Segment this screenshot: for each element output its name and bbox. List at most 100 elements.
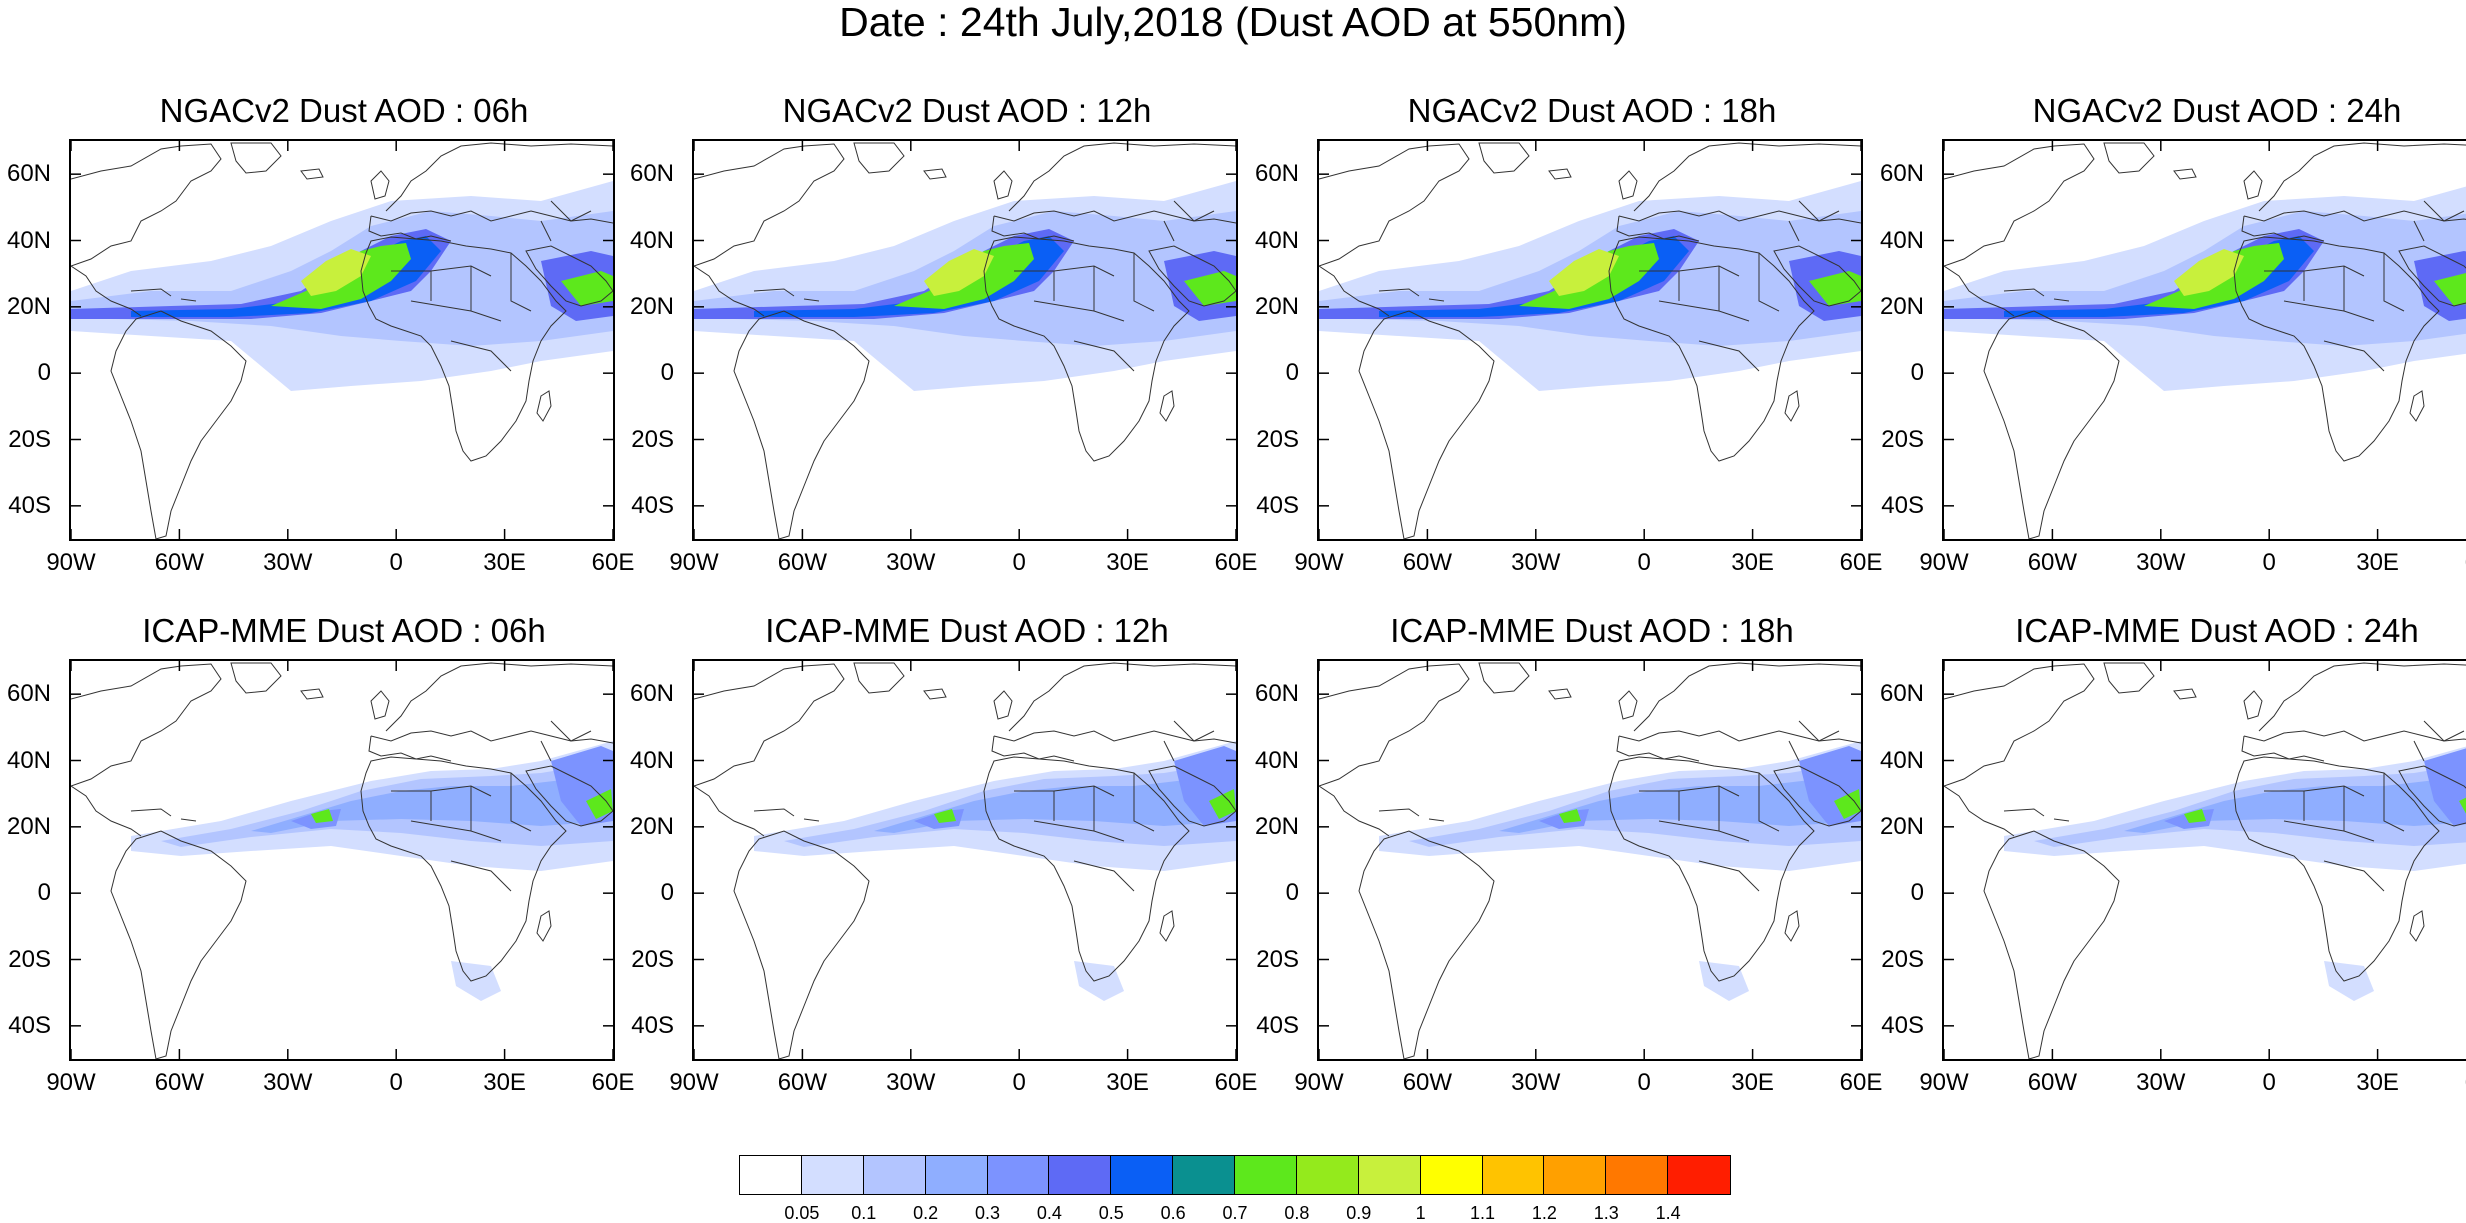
map-frame: 60N 40N 20N 0 20S 40S 90W 60W 30W 0 30E 60E [1880,139,2466,575]
lon-tick-label: 0 [1012,1069,1026,1096]
lon-tick-label: 0 [1012,549,1026,576]
lat-tick-label: 40S [631,491,674,519]
lon-tick-label: 30W [1511,1069,1561,1096]
aod-contour-2 [874,779,1236,833]
lon-tick-label: 30E [483,1069,526,1096]
lat-tick-label: 20S [631,945,674,973]
panel-title: ICAP-MME Dust AOD : 06h [142,612,546,649]
lon-tick-label: 30W [263,1069,313,1096]
dust-aod-field [1379,741,1861,1001]
colorbar-label: 0.8 [1284,1203,1310,1223]
lon-tick-label: 60E [2446,551,2466,575]
dust-aod-field [2004,746,2466,1001]
lat-tick-label: 0 [660,359,674,387]
map-canvas [71,661,613,1059]
lat-tick-label: 20N [1254,812,1299,840]
lat-tick-label: 60N [1254,160,1299,188]
lat-tick-label: 40N [629,746,674,774]
aod-contour-4 [311,809,333,823]
lat-tick-label: 20S [8,425,51,453]
lat-tick-label: 20N [1879,812,1924,840]
aod-contour-2 [251,779,613,833]
panel-title: NGACv2 Dust AOD : 12h [782,92,1152,129]
map-canvas [1319,661,1861,1059]
lat-tick-label: 60N [1879,680,1924,708]
dust-aod-field [1944,186,2466,391]
lat-tick-label: 20N [629,292,674,320]
aod-contour-7 [1809,271,1861,306]
aod-contour-6 [1834,789,1861,819]
lat-tick-label: 0 [1285,879,1299,907]
panel-title: NGACv2 Dust AOD : 18h [1407,92,1777,129]
lat-tick-label: 20S [631,425,674,453]
colorbar-label: 0.1 [851,1203,877,1223]
aod-contour-7 [1699,961,1749,1001]
map-canvas [71,141,613,539]
lon-tick-label: 60W [1402,549,1453,576]
colorbar-label: 1.4 [1655,1203,1681,1223]
lon-tick-label: 30E [1731,1069,1774,1096]
lon-tick-label: 90W [46,549,96,576]
lat-tick-label: 40N [1254,746,1299,774]
lat-tick-label: 20S [1881,945,1924,973]
lat-tick-label: 0 [37,359,51,387]
figure-title: Date : 24th July,2018 (Dust AOD at 550nm… [839,0,1627,45]
map-panel: NGACv2 Dust AOD : 12h 60N 40N 20N 0 20S 40S 90W… [630,92,1257,575]
lat-tick-label: 20S [1256,945,1299,973]
lat-tick-label: 60N [1879,160,1924,188]
lon-tick-label: 60W [154,549,205,576]
colorbar-swatch [800,1155,865,1195]
lon-tick-label: 90W [669,549,719,576]
lat-tick-label: 40S [8,1011,51,1039]
lon-tick-label: 60W [2027,1069,2078,1096]
colorbar-swatch [1605,1155,1670,1195]
lon-tick-label: 0 [389,1069,403,1096]
lon-tick-label: 30E [1106,549,1149,576]
map-panel: NGACv2 Dust AOD : 06h 60N 40N 20N 0 20S 40S 90W… [7,92,634,575]
map-panel: NGACv2 Dust AOD : 24h 60N 40N 20N 0 20S 40S 90W… [1880,92,2466,575]
lon-tick-label: 30E [2356,1069,2399,1096]
map-canvas [1944,661,2466,1059]
lat-tick-label: 40S [1881,491,1924,519]
lon-tick-label: 30W [886,1069,936,1096]
lon-tick-label: 0 [1637,549,1651,576]
lat-tick-label: 0 [1910,359,1924,387]
lat-tick-label: 20N [629,812,674,840]
colorbar-label: 1.2 [1531,1203,1557,1223]
lon-tick-label: 60W [1402,1069,1453,1096]
lat-tick-label: 60N [6,680,51,708]
lat-tick-label: 40N [1254,226,1299,254]
colorbar-label: 0.6 [1160,1203,1186,1223]
colorbar-label: 0.2 [913,1203,939,1223]
map-frame: 60N 40N 20N 0 20S 40S 90W 60W 30W 0 30E 60E [630,659,1257,1095]
lon-tick-label: 0 [1637,1069,1651,1096]
lon-tick-label: 0 [2262,549,2276,576]
lon-tick-label: 30E [2356,549,2399,576]
colorbar-label: 0.7 [1222,1203,1248,1223]
lat-tick-label: 40S [631,1011,674,1039]
lat-tick-label: 20N [1254,292,1299,320]
lat-tick-label: 20N [1879,292,1924,320]
lon-tick-label: 30W [1511,549,1561,576]
lon-tick-label: 0 [389,549,403,576]
lon-tick-label: 30E [483,549,526,576]
colorbar-swatch [1110,1155,1175,1195]
aod-contour-7 [1074,961,1124,1001]
colorbar-label: 0.4 [1036,1203,1062,1223]
lat-tick-label: 60N [629,160,674,188]
lon-tick-label: 30E [1106,1069,1149,1096]
aod-contour-2 [1499,779,1861,833]
colorbar-swatch [1667,1155,1731,1195]
lon-tick-label: 30W [263,549,313,576]
lat-tick-label: 0 [1910,879,1924,907]
lat-tick-label: 0 [660,879,674,907]
lon-tick-label: 60W [2027,549,2078,576]
aod-contour-7 [561,271,613,306]
lon-tick-label: 60W [777,549,828,576]
lat-tick-label: 60N [6,160,51,188]
colorbar-swatch [1295,1155,1360,1195]
aod-contour-5 [2174,249,2244,296]
map-frame: 60N 40N 20N 0 20S 40S 90W 60W 30W 0 30E 60E [1255,659,1882,1095]
aod-contour-5 [1549,249,1619,296]
lat-tick-label: 20N [6,812,51,840]
